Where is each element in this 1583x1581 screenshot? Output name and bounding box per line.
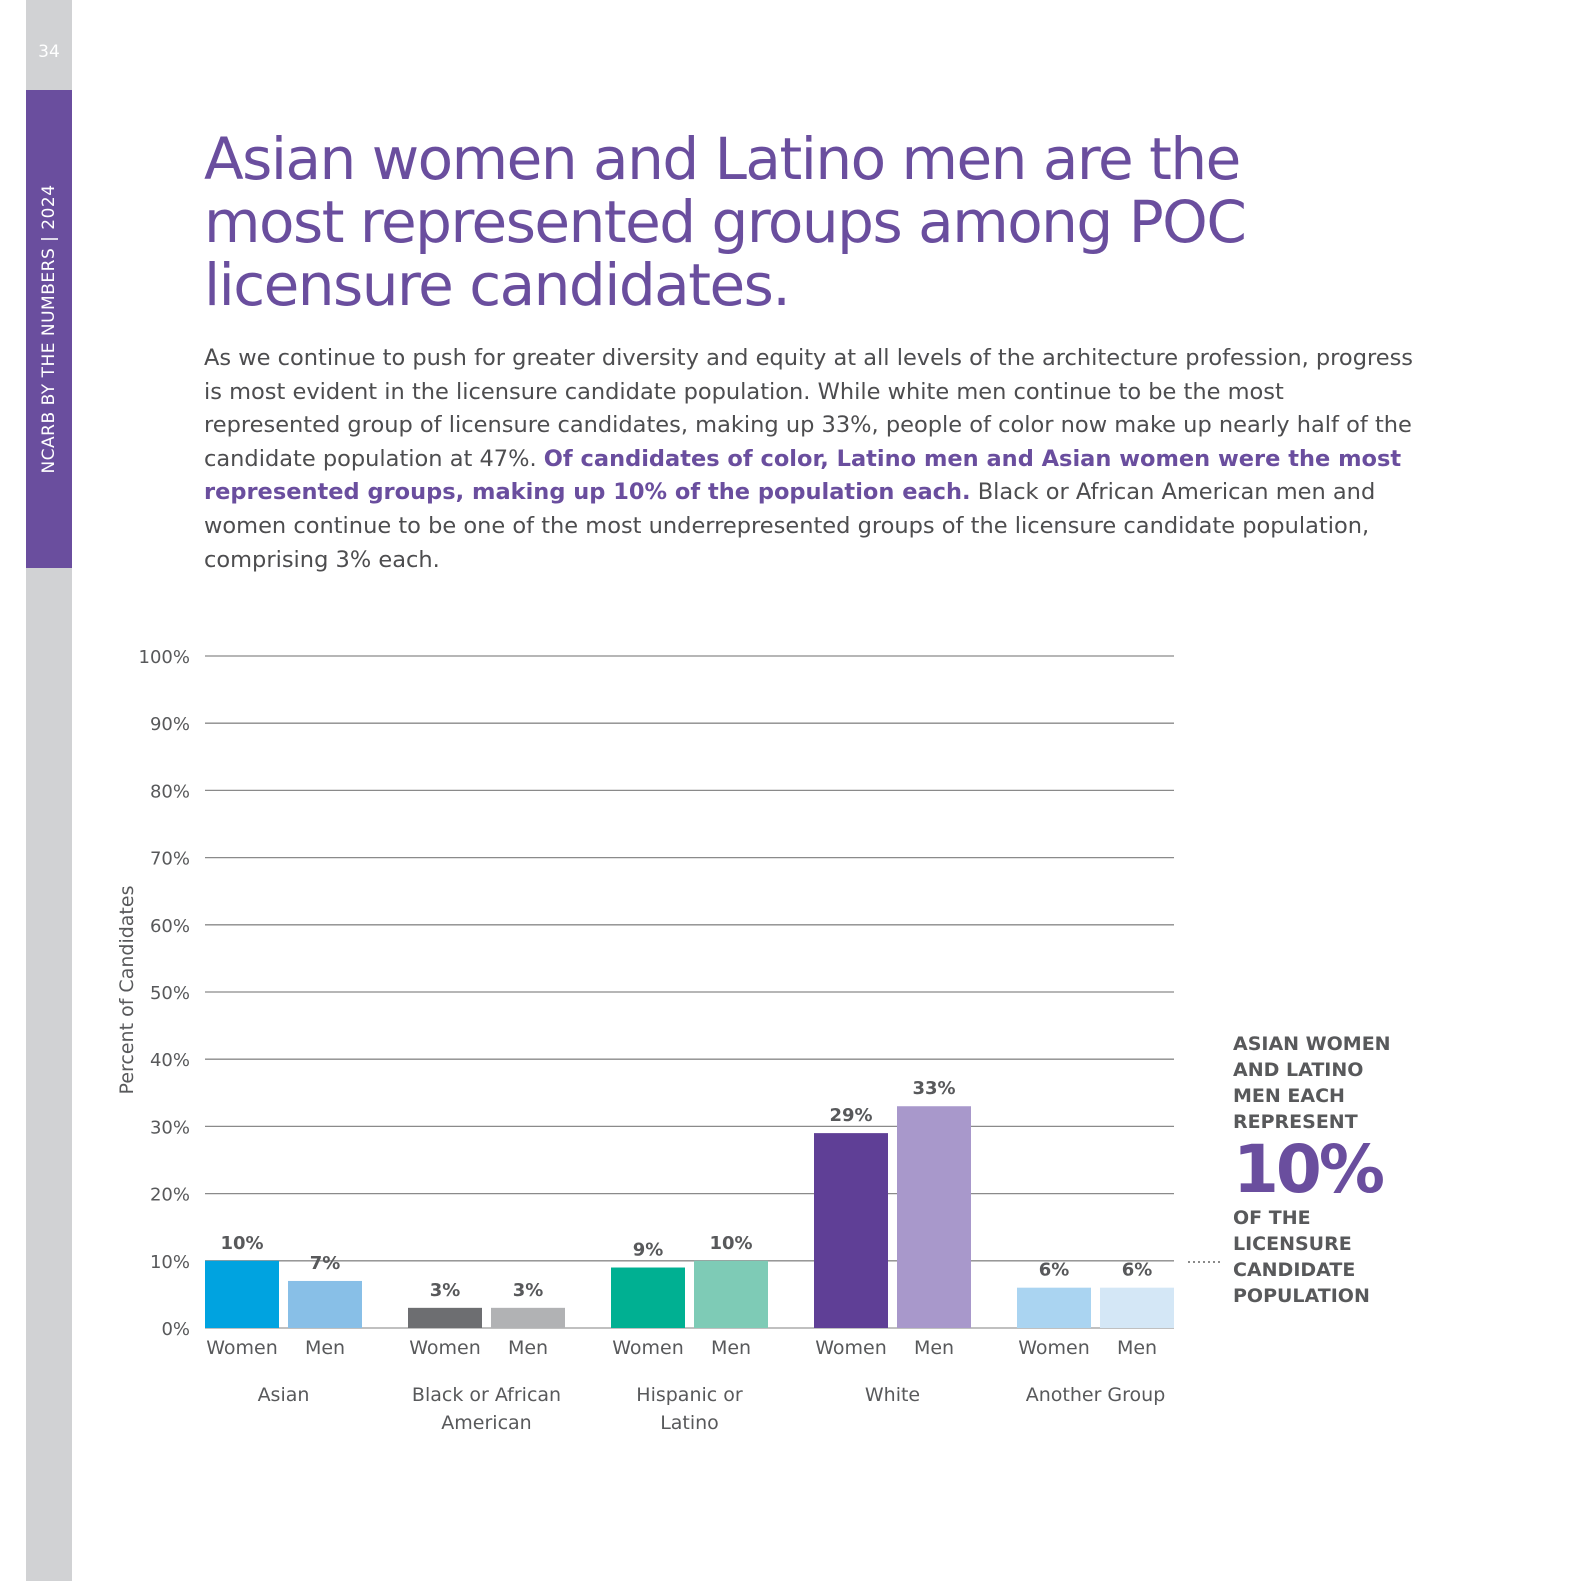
data-label: 6% <box>1039 1260 1070 1281</box>
data-label: 9% <box>633 1240 664 1261</box>
y-tick-label: 80% <box>150 781 190 802</box>
y-tick-label: 70% <box>150 849 190 870</box>
x-sub-label: Women <box>409 1337 481 1359</box>
y-tick-label: 40% <box>150 1050 190 1071</box>
x-sub-label: Men <box>711 1337 751 1359</box>
bar-women <box>205 1260 279 1328</box>
data-label: 29% <box>829 1105 872 1126</box>
bar-men <box>491 1307 565 1328</box>
x-category-label: Latino <box>660 1412 719 1434</box>
bar-women <box>1017 1287 1091 1328</box>
bar-men <box>1100 1287 1174 1328</box>
x-category-label: Asian <box>258 1384 310 1406</box>
data-label: 10% <box>709 1233 752 1254</box>
data-label: 3% <box>513 1280 544 1301</box>
running-title-band: NCARB BY THE NUMBERS | 2024 <box>26 90 72 568</box>
x-sub-label: Women <box>815 1337 887 1359</box>
body-text-end: Black or African American men and women … <box>204 479 1376 573</box>
x-category-label: White <box>865 1384 920 1406</box>
x-sub-label: Men <box>305 1337 345 1359</box>
y-tick-label: 20% <box>150 1185 190 1206</box>
bar-men <box>694 1260 768 1328</box>
y-axis-label: Percent of Candidates <box>116 886 138 1095</box>
bar-women <box>408 1307 482 1328</box>
x-category-label: Another Group <box>1026 1384 1166 1406</box>
data-label: 10% <box>220 1233 263 1254</box>
data-label: 3% <box>430 1280 461 1301</box>
bar-women <box>611 1267 685 1328</box>
x-category-label: Black or African <box>412 1384 561 1406</box>
y-tick-label: 0% <box>161 1319 190 1340</box>
data-label: 33% <box>912 1078 955 1099</box>
body-text: As we continue to push for greater diver… <box>204 345 1414 472</box>
page-number: 34 <box>38 42 60 62</box>
bar-women <box>814 1133 888 1328</box>
y-tick-label: 30% <box>150 1117 190 1138</box>
x-category-label: Hispanic or <box>636 1384 743 1406</box>
y-tick-label: 10% <box>150 1252 190 1273</box>
data-label: 7% <box>310 1253 341 1274</box>
y-tick-label: 60% <box>150 916 190 937</box>
y-tick-label: 50% <box>150 983 190 1004</box>
x-sub-label: Women <box>206 1337 278 1359</box>
y-tick-label: 100% <box>139 647 190 668</box>
callout-text-bottom: OF THE LICENSURE CANDIDATE POPULATION <box>1233 1207 1370 1307</box>
y-tick-label: 90% <box>150 714 190 735</box>
data-label: 6% <box>1122 1260 1153 1281</box>
bar-men <box>288 1280 362 1328</box>
callout-text-top: ASIAN WOMEN AND LATINO MEN EACH REPRESEN… <box>1233 1033 1391 1133</box>
page-title: Asian women and Latino men are the most … <box>204 125 1247 319</box>
x-sub-label: Men <box>914 1337 954 1359</box>
x-sub-label: Women <box>1018 1337 1090 1359</box>
body-highlight: Of candidates of color, Latino men and A… <box>204 445 1402 506</box>
body-paragraph: As we continue to push for greater diver… <box>204 342 1414 577</box>
callout: ASIAN WOMEN AND LATINO MEN EACH REPRESEN… <box>1233 1031 1393 1309</box>
x-sub-label: Men <box>508 1337 548 1359</box>
x-sub-label: Men <box>1117 1337 1157 1359</box>
callout-big-number: 10% <box>1233 1131 1385 1208</box>
bar-men <box>897 1106 971 1328</box>
x-category-label: American <box>441 1412 531 1434</box>
x-sub-label: Women <box>612 1337 684 1359</box>
